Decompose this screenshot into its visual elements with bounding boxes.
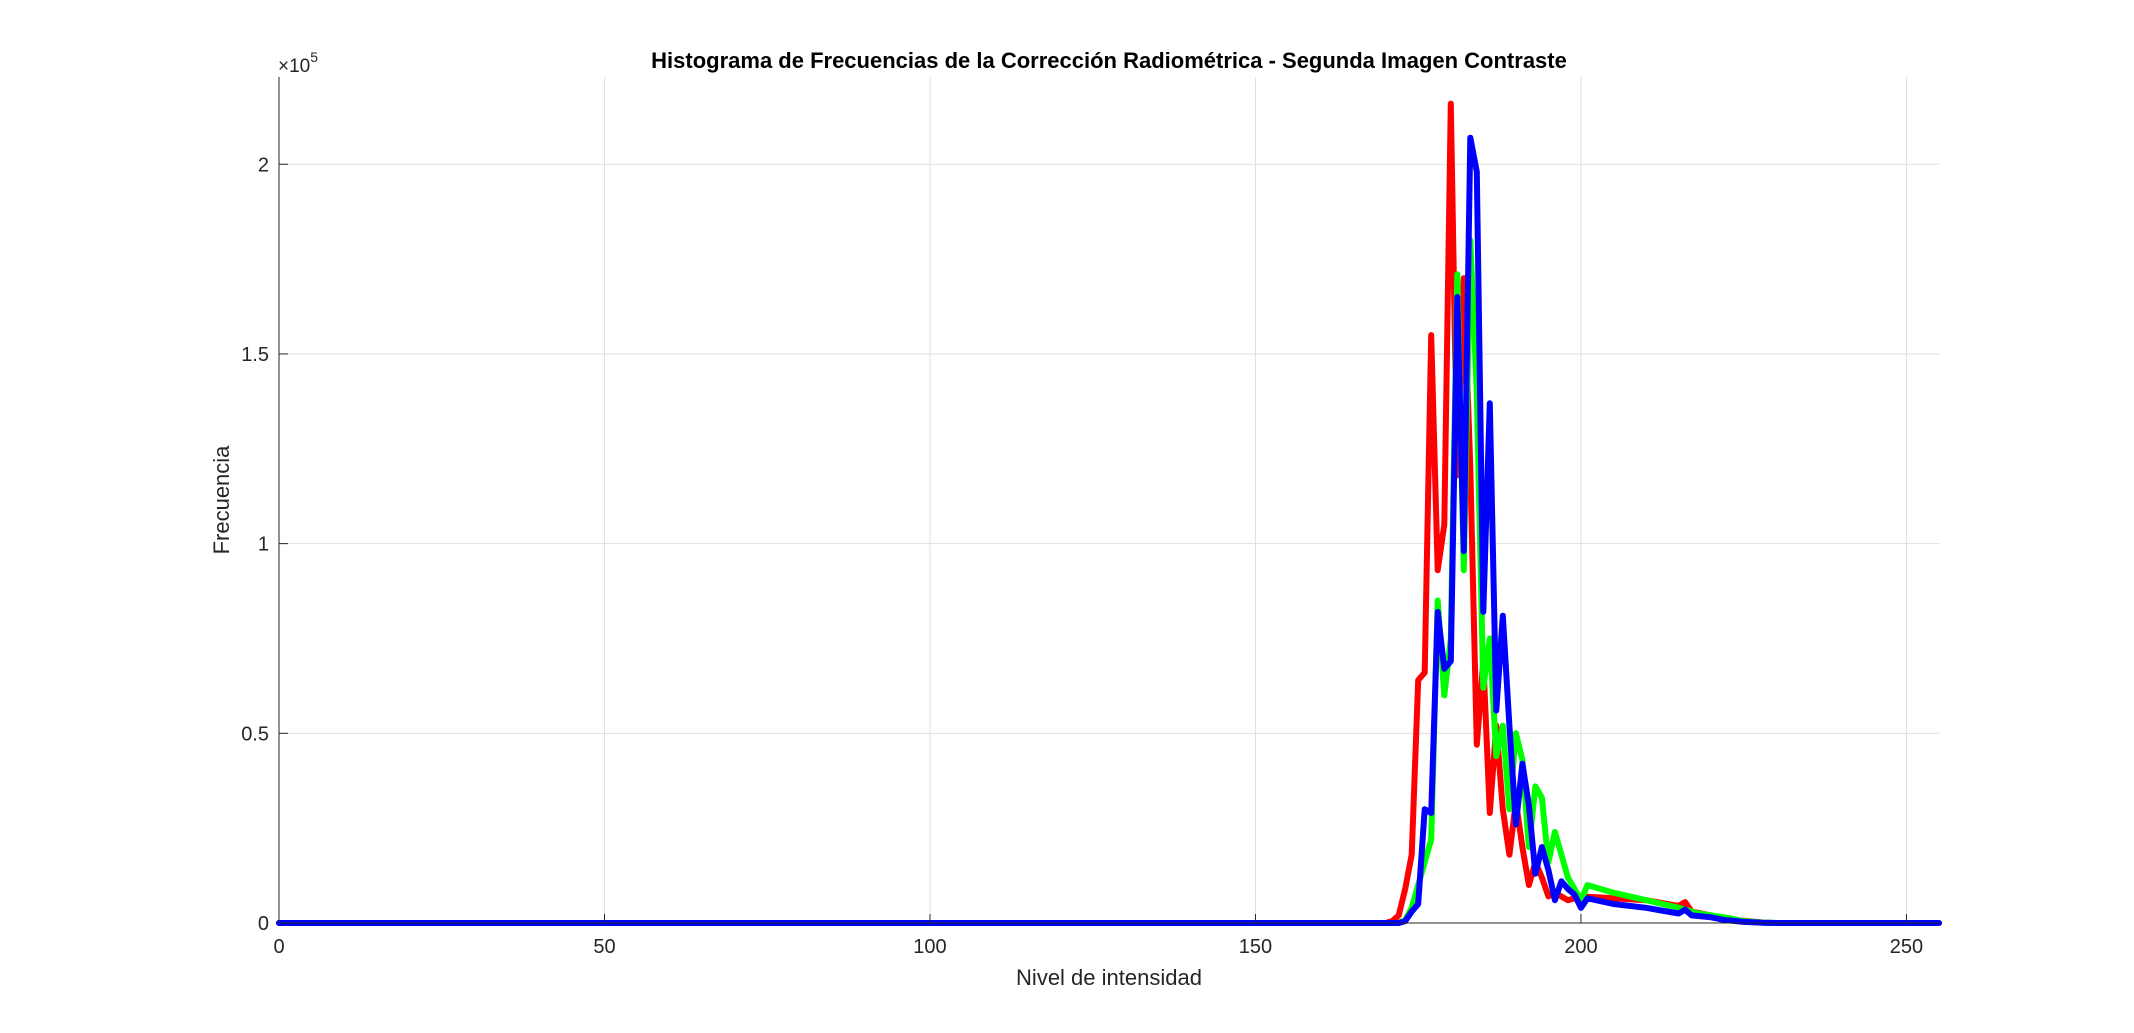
axes <box>278 77 1939 924</box>
x-axis-label: Nivel de intensidad <box>1016 965 1202 990</box>
series-lines <box>276 100 1942 926</box>
x-tick-label: 250 <box>1890 936 1923 958</box>
x-tick-label: 150 <box>1239 936 1272 958</box>
y-tick-label: 1.5 <box>241 344 269 366</box>
series-line-3 <box>276 134 1942 926</box>
x-tick-label: 0 <box>273 936 284 958</box>
x-tick-label: 100 <box>913 936 946 958</box>
y-tick-label: 0 <box>258 913 269 935</box>
series-line-1 <box>276 100 1942 926</box>
axes-background <box>279 77 1939 923</box>
chart-title: Histograma de Frecuencias de la Correcci… <box>651 48 1567 73</box>
x-tick-label: 50 <box>593 936 615 958</box>
plot-area: 0 50 100 150 200 250 0 0.5 1 1.5 2 <box>241 77 1942 958</box>
y-tick-label: 2 <box>258 154 269 176</box>
y-tick-label: 0.5 <box>241 723 269 745</box>
y-axis-multiplier-base: ×10 <box>278 56 310 77</box>
y-tick-label: 1 <box>258 534 269 556</box>
y-axis-label: Frecuencia <box>209 445 234 555</box>
tick-labels: 0 50 100 150 200 250 0 0.5 1 1.5 2 <box>241 154 1923 958</box>
y-axis-multiplier: ×105 <box>278 49 318 77</box>
y-axis-multiplier-exponent: 5 <box>310 49 318 65</box>
x-tick-label: 200 <box>1564 936 1597 958</box>
